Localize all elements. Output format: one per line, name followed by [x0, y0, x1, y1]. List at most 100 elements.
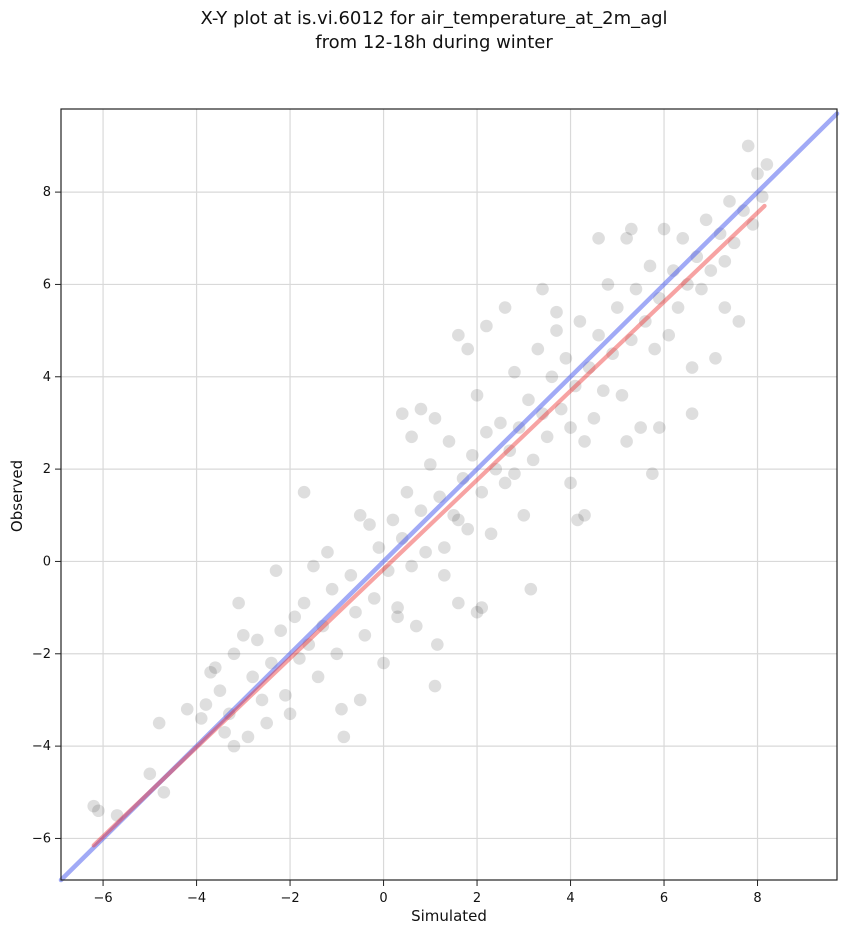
scatter-point — [746, 218, 760, 231]
scatter-point — [157, 785, 171, 799]
lines-layer — [58, 111, 840, 883]
scatter-point — [718, 255, 732, 268]
scatter-point — [517, 508, 531, 522]
scatter-point — [480, 319, 493, 333]
scatter-point — [194, 712, 208, 725]
scatter-point — [480, 425, 493, 439]
scatter-point — [503, 444, 517, 457]
scatter-point — [727, 236, 741, 250]
scatter-point — [741, 139, 755, 153]
ticks-layer: −6 −4 −2 0 2 4 6 8 −6 −4 −2 0 2 4 6 8 — [32, 185, 762, 906]
x-tick-label: 8 — [753, 891, 761, 906]
scatter-point — [143, 767, 157, 781]
scatter-point — [279, 689, 292, 702]
scatter-point — [550, 324, 563, 337]
chart-title: X-Y plot at is.vi.6012 for air_temperatu… — [200, 8, 667, 29]
scatter-point — [573, 315, 587, 328]
x-tick-label: 0 — [379, 891, 387, 906]
x-tick-label: 4 — [566, 891, 574, 906]
scatter-point — [685, 361, 699, 374]
scatter-point — [524, 582, 538, 596]
scatter-point — [526, 453, 540, 467]
scatter-point — [377, 656, 390, 670]
scatter-point — [554, 402, 568, 416]
scatter-point — [540, 430, 554, 444]
scatter-point — [227, 647, 241, 661]
y-tick-label: −6 — [32, 831, 51, 846]
scatter-point — [475, 485, 489, 499]
scatter-point — [344, 568, 358, 582]
scatter-point — [536, 282, 549, 296]
scatter-point — [92, 804, 105, 818]
scatter-point — [466, 448, 479, 462]
scatter-point — [337, 730, 351, 744]
scatter-point — [685, 407, 699, 421]
fit-line — [91, 203, 767, 848]
x-tick-label: −2 — [280, 891, 299, 906]
scatter-point — [634, 421, 647, 434]
scatter-point — [643, 259, 657, 273]
scatter-point — [199, 698, 213, 711]
y-tick-label: 2 — [43, 462, 51, 477]
scatter-point — [419, 545, 432, 559]
scatter-point — [545, 370, 559, 384]
scatter-point — [87, 799, 101, 813]
scatter-point — [405, 559, 418, 573]
scatter-point — [461, 342, 474, 356]
identity-line — [58, 111, 840, 883]
scatter-point — [386, 513, 400, 527]
scatter-point — [405, 430, 418, 444]
scatter-point — [204, 665, 217, 679]
scatter-point — [646, 467, 659, 481]
scatter-point — [559, 352, 573, 365]
scatter-point — [180, 702, 194, 716]
scatter-point — [237, 629, 250, 642]
scatter-point — [592, 231, 605, 245]
scatter-point — [704, 264, 718, 277]
scatter-point — [578, 508, 591, 522]
scatter-point — [484, 527, 498, 541]
scatter-point — [461, 522, 474, 536]
scatter-point — [587, 412, 601, 425]
scatter-point — [381, 564, 395, 577]
scatter-point — [653, 421, 666, 434]
scatter-point — [732, 315, 746, 328]
scatter-point — [208, 661, 222, 674]
scatter-point — [311, 670, 325, 684]
scatter-point — [498, 301, 512, 314]
scatter-point — [438, 568, 451, 582]
scatter-point — [625, 222, 638, 236]
points-layer — [87, 139, 774, 822]
scatter-point — [330, 647, 344, 661]
scatter-point — [447, 508, 460, 522]
scatter-point — [353, 693, 367, 707]
x-axis-label: Simulated — [411, 907, 487, 925]
scatter-point — [718, 301, 732, 314]
scatter-point — [297, 485, 311, 499]
scatter-point — [367, 592, 381, 605]
scatter-point — [288, 610, 302, 624]
scatter-point — [391, 601, 404, 614]
y-tick-label: −4 — [32, 739, 51, 754]
y-tick-label: 8 — [43, 185, 51, 200]
scatter-point — [325, 582, 339, 596]
scatter-point — [508, 365, 521, 379]
x-tick-label: 6 — [660, 891, 668, 906]
scatter-point — [760, 158, 774, 171]
scatter-point — [358, 629, 372, 642]
axes-layer — [60, 108, 838, 881]
scatter-point — [372, 541, 386, 554]
x-tick-label: 2 — [473, 891, 481, 906]
scatter-point — [639, 315, 652, 328]
scatter-point — [564, 421, 577, 434]
scatter-point — [428, 412, 442, 425]
scatter-point — [723, 195, 736, 208]
grid-layer — [61, 109, 837, 880]
scatter-point — [307, 559, 320, 573]
scatter-point — [452, 513, 465, 527]
scatter-point — [601, 278, 615, 291]
scatter-point — [610, 301, 624, 314]
chart-subtitle: from 12-18h during winter — [315, 32, 553, 53]
x-tick-label: −6 — [93, 891, 112, 906]
